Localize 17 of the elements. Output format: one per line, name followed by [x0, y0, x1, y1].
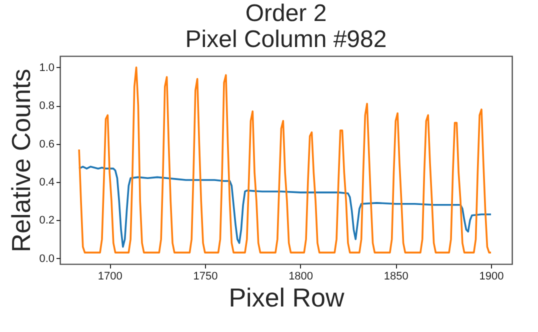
y-tick-label: 0.8 [39, 100, 54, 112]
x-tick-label: 1800 [288, 270, 314, 282]
x-tick-label: 1700 [98, 270, 122, 282]
line-series [78, 166, 492, 248]
x-axis-title: Pixel Row [228, 282, 345, 312]
y-tick-label: 0.4 [39, 176, 54, 188]
x-tick-label: 1750 [193, 270, 218, 282]
text: Pixel Column #982 [185, 26, 387, 53]
y-tick-label: 0.0 [39, 252, 54, 265]
y-axis-title: Relative Counts [6, 68, 36, 252]
x-tick-label: 1850 [384, 270, 408, 282]
line-series [78, 66, 492, 254]
y-tick-label: 0.6 [39, 138, 54, 150]
x-tick-label: 1900 [479, 270, 504, 282]
y-tick-label: 0.2 [39, 214, 54, 227]
text: Order 2 [245, 0, 327, 27]
y-tick-label: 1.0 [39, 62, 54, 74]
